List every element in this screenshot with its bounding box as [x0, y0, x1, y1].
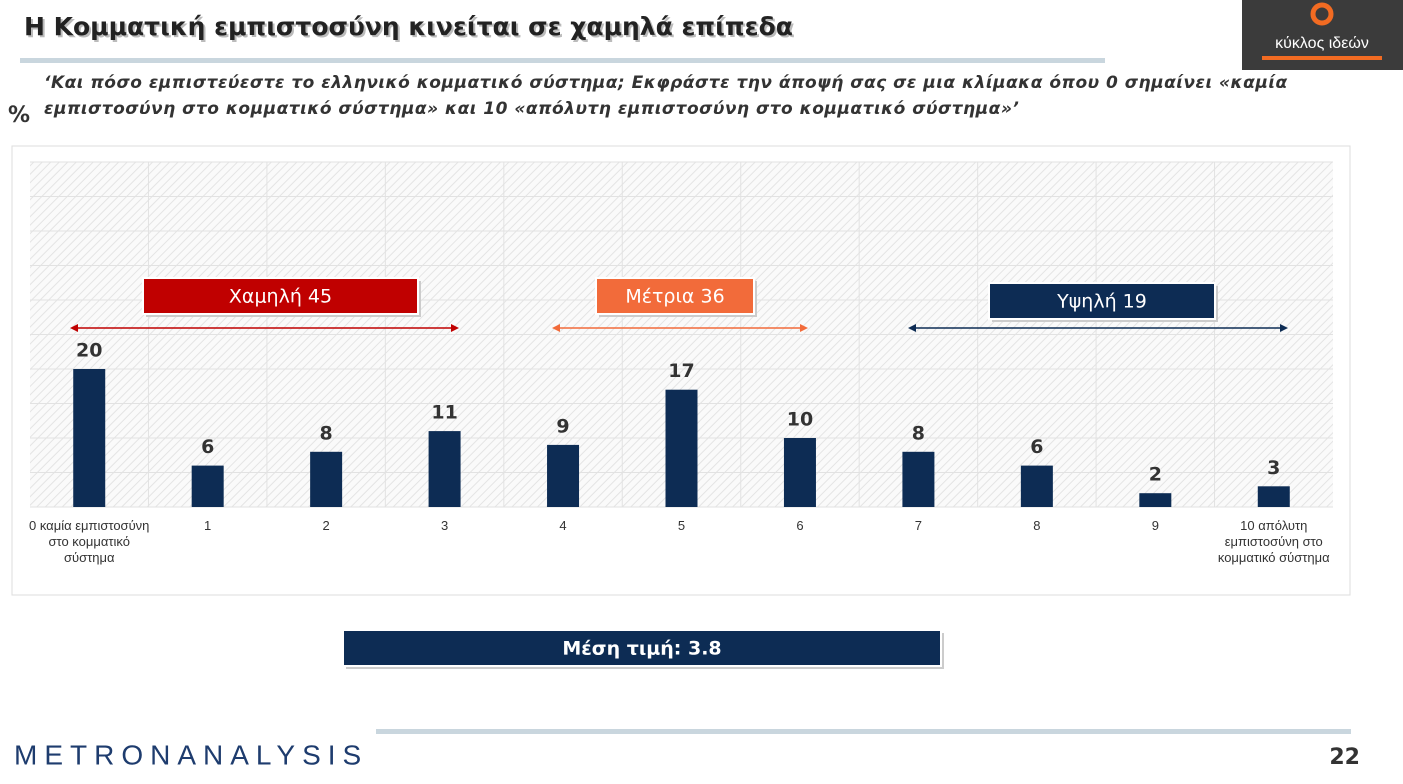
x-tick-label: 2 — [322, 518, 330, 533]
title-rule — [20, 58, 1105, 63]
value-label: 2 — [1149, 464, 1162, 486]
value-label: 17 — [668, 360, 694, 382]
page-number: 22 — [1329, 745, 1360, 770]
x-tick-label: 4 — [559, 518, 567, 533]
x-tick-label: 9 — [1151, 518, 1159, 533]
x-tick-label: 3 — [440, 518, 449, 533]
mean-box — [342, 629, 942, 667]
bar — [902, 451, 935, 507]
unit: % — [8, 103, 30, 128]
bar — [1139, 493, 1172, 507]
mean-label: Μέση τιμή: 3.8 — [562, 638, 721, 660]
logo-text: κύκλος ιδεών — [1275, 35, 1369, 52]
logo-bar — [1262, 56, 1382, 60]
value-label: 6 — [1030, 436, 1043, 458]
x-tick-label: 10 απόλυτη εμπιστοσύνη στο κομματικό σύσ… — [1217, 518, 1330, 565]
value-label: 3 — [1267, 457, 1280, 479]
group-label: Υψηλή 19 — [1056, 291, 1147, 313]
value-label: 10 — [787, 409, 813, 431]
footer-rule — [376, 729, 1351, 734]
value-label: 6 — [201, 436, 214, 458]
x-tick-label: 1 — [204, 518, 212, 533]
footer-brand: METRONANALYSIS — [14, 739, 368, 770]
bar — [73, 369, 106, 507]
value-label: 8 — [912, 422, 925, 444]
group-box — [988, 282, 1216, 320]
bar — [1020, 465, 1053, 507]
group-box — [595, 277, 755, 315]
x-tick-label: 8 — [1033, 518, 1041, 533]
value-label: 8 — [320, 422, 333, 444]
x-tick-label: 0 καμία εμπιστοσύνη στο κομματικό σύστημ… — [29, 518, 150, 565]
bar — [665, 389, 698, 507]
logo-icon — [1310, 2, 1334, 26]
group-label: Μέτρια 36 — [625, 286, 724, 308]
value-label: 20 — [76, 340, 102, 362]
title: Η Κομματική εμπιστοσύνη κινείται σε χαμη… — [24, 12, 793, 41]
title-shadow: Η Κομματική εμπιστοσύνη κινείται σε χαμη… — [26, 14, 795, 43]
question: ‘Και πόσο εμπιστεύεστε το ελληνικό κομμα… — [44, 73, 1288, 119]
value-label: 11 — [431, 402, 457, 424]
bar — [191, 465, 224, 507]
bar — [1257, 486, 1290, 507]
bar — [547, 444, 580, 507]
bar — [310, 451, 343, 507]
bar — [428, 431, 461, 507]
value-label: 9 — [556, 415, 569, 437]
group-box — [142, 277, 419, 315]
x-tick-label: 7 — [914, 518, 923, 533]
x-tick-label: 6 — [796, 518, 804, 533]
bar — [783, 438, 816, 507]
group-label: Χαμηλή 45 — [229, 286, 332, 308]
x-tick-label: 5 — [677, 518, 686, 533]
